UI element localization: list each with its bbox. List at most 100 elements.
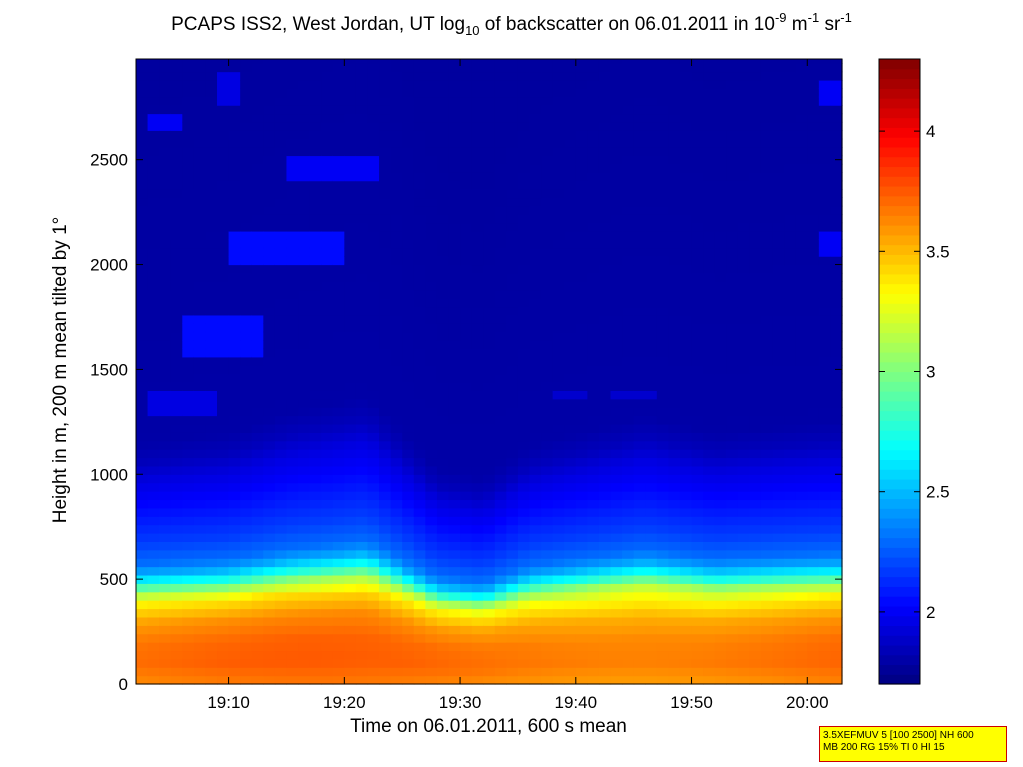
heatmap-cell xyxy=(298,440,311,450)
heatmap-cell xyxy=(286,340,299,350)
heatmap-cell xyxy=(807,130,820,140)
heatmap-cell xyxy=(332,272,345,282)
heatmap-cell xyxy=(656,474,669,484)
heatmap-cell xyxy=(494,541,507,551)
heatmap-cell xyxy=(645,432,658,442)
heatmap-cell xyxy=(228,59,241,64)
heatmap-cell xyxy=(228,449,241,459)
heatmap-cell xyxy=(170,197,183,207)
heatmap-cell xyxy=(483,155,496,165)
heatmap-cell xyxy=(760,239,774,249)
heatmap-cell xyxy=(286,298,299,308)
heatmap-cell xyxy=(610,298,623,308)
heatmap-cell xyxy=(772,189,785,199)
heatmap-cell xyxy=(483,432,496,442)
heatmap-cell xyxy=(390,465,403,475)
colorbar-swatch xyxy=(879,625,920,636)
heatmap-cell xyxy=(402,491,415,501)
heatmap-cell xyxy=(344,407,357,417)
colorbar-swatch xyxy=(879,576,920,587)
heatmap-cell xyxy=(517,272,531,282)
heatmap-cell xyxy=(807,222,820,232)
heatmap-cell xyxy=(749,272,762,282)
heatmap-cell xyxy=(726,524,739,534)
heatmap-cell xyxy=(760,532,774,542)
heatmap-cell xyxy=(737,79,751,89)
heatmap-cell xyxy=(541,474,554,484)
heatmap-cell xyxy=(552,549,565,559)
heatmap-cell xyxy=(564,457,577,467)
heatmap-cell xyxy=(541,524,554,534)
heatmap-cell xyxy=(610,71,623,81)
heatmap-cell xyxy=(737,138,751,148)
heatmap-cell xyxy=(564,625,577,635)
heatmap-cell xyxy=(448,650,461,660)
heatmap-cell xyxy=(529,633,542,643)
heatmap-cell xyxy=(205,482,218,492)
heatmap-cell xyxy=(598,88,612,98)
heatmap-cell xyxy=(622,633,635,643)
heatmap-cell xyxy=(552,205,565,215)
heatmap-cell xyxy=(298,524,311,534)
heatmap-cell xyxy=(471,147,484,157)
heatmap-cell xyxy=(379,356,392,366)
heatmap-cell xyxy=(818,314,832,324)
heatmap-cell xyxy=(448,541,461,551)
heatmap-cell xyxy=(633,348,646,358)
heatmap-cell xyxy=(263,155,276,165)
heatmap-cell xyxy=(587,189,600,199)
heatmap-cell xyxy=(298,415,311,425)
heatmap-cell xyxy=(483,256,496,266)
heatmap-cell xyxy=(633,574,646,584)
heatmap-cell xyxy=(170,675,183,685)
heatmap-cell xyxy=(263,566,276,576)
heatmap-cell xyxy=(656,390,669,400)
heatmap-cell xyxy=(760,600,774,610)
heatmap-cell xyxy=(656,558,669,568)
heatmap-cell xyxy=(541,348,554,358)
heatmap-cell xyxy=(772,423,785,433)
heatmap-cell xyxy=(807,373,820,383)
heatmap-cell xyxy=(205,591,218,601)
heatmap-cell xyxy=(182,549,195,559)
heatmap-cell xyxy=(413,281,426,291)
heatmap-cell xyxy=(332,113,345,123)
heatmap-cell xyxy=(587,390,600,400)
heatmap-cell xyxy=(703,205,716,215)
heatmap-cell xyxy=(760,616,774,626)
heatmap-cell xyxy=(691,449,704,459)
heatmap-cell xyxy=(205,667,218,677)
heatmap-cell xyxy=(402,407,415,417)
heatmap-cell xyxy=(633,356,646,366)
heatmap-cell xyxy=(610,558,623,568)
heatmap-cell xyxy=(332,600,345,610)
heatmap-cell xyxy=(448,415,461,425)
heatmap-cell xyxy=(448,457,461,467)
heatmap-cell xyxy=(807,499,820,509)
heatmap-cell xyxy=(228,390,241,400)
heatmap-cell xyxy=(760,96,774,106)
heatmap-cell xyxy=(541,256,554,266)
heatmap-cell xyxy=(622,331,635,341)
heatmap-cell xyxy=(633,465,646,475)
heatmap-cell xyxy=(436,381,450,391)
heatmap-cell xyxy=(506,130,519,140)
heatmap-cell xyxy=(402,289,415,299)
heatmap-cell xyxy=(494,205,507,215)
heatmap-cell xyxy=(159,667,172,677)
heatmap-cell xyxy=(610,574,623,584)
heatmap-cell xyxy=(506,247,519,257)
heatmap-cell xyxy=(633,482,646,492)
heatmap-cell xyxy=(355,214,369,224)
heatmap-cell xyxy=(263,625,276,635)
heatmap-cell xyxy=(390,658,403,668)
heatmap-cell xyxy=(402,356,415,366)
heatmap-cell xyxy=(760,667,774,677)
heatmap-cell xyxy=(749,356,762,366)
heatmap-cell xyxy=(193,180,207,190)
heatmap-cell xyxy=(668,423,681,433)
heatmap-cell xyxy=(471,524,484,534)
heatmap-cell xyxy=(159,365,172,375)
heatmap-cell xyxy=(355,314,369,324)
heatmap-cell xyxy=(807,189,820,199)
